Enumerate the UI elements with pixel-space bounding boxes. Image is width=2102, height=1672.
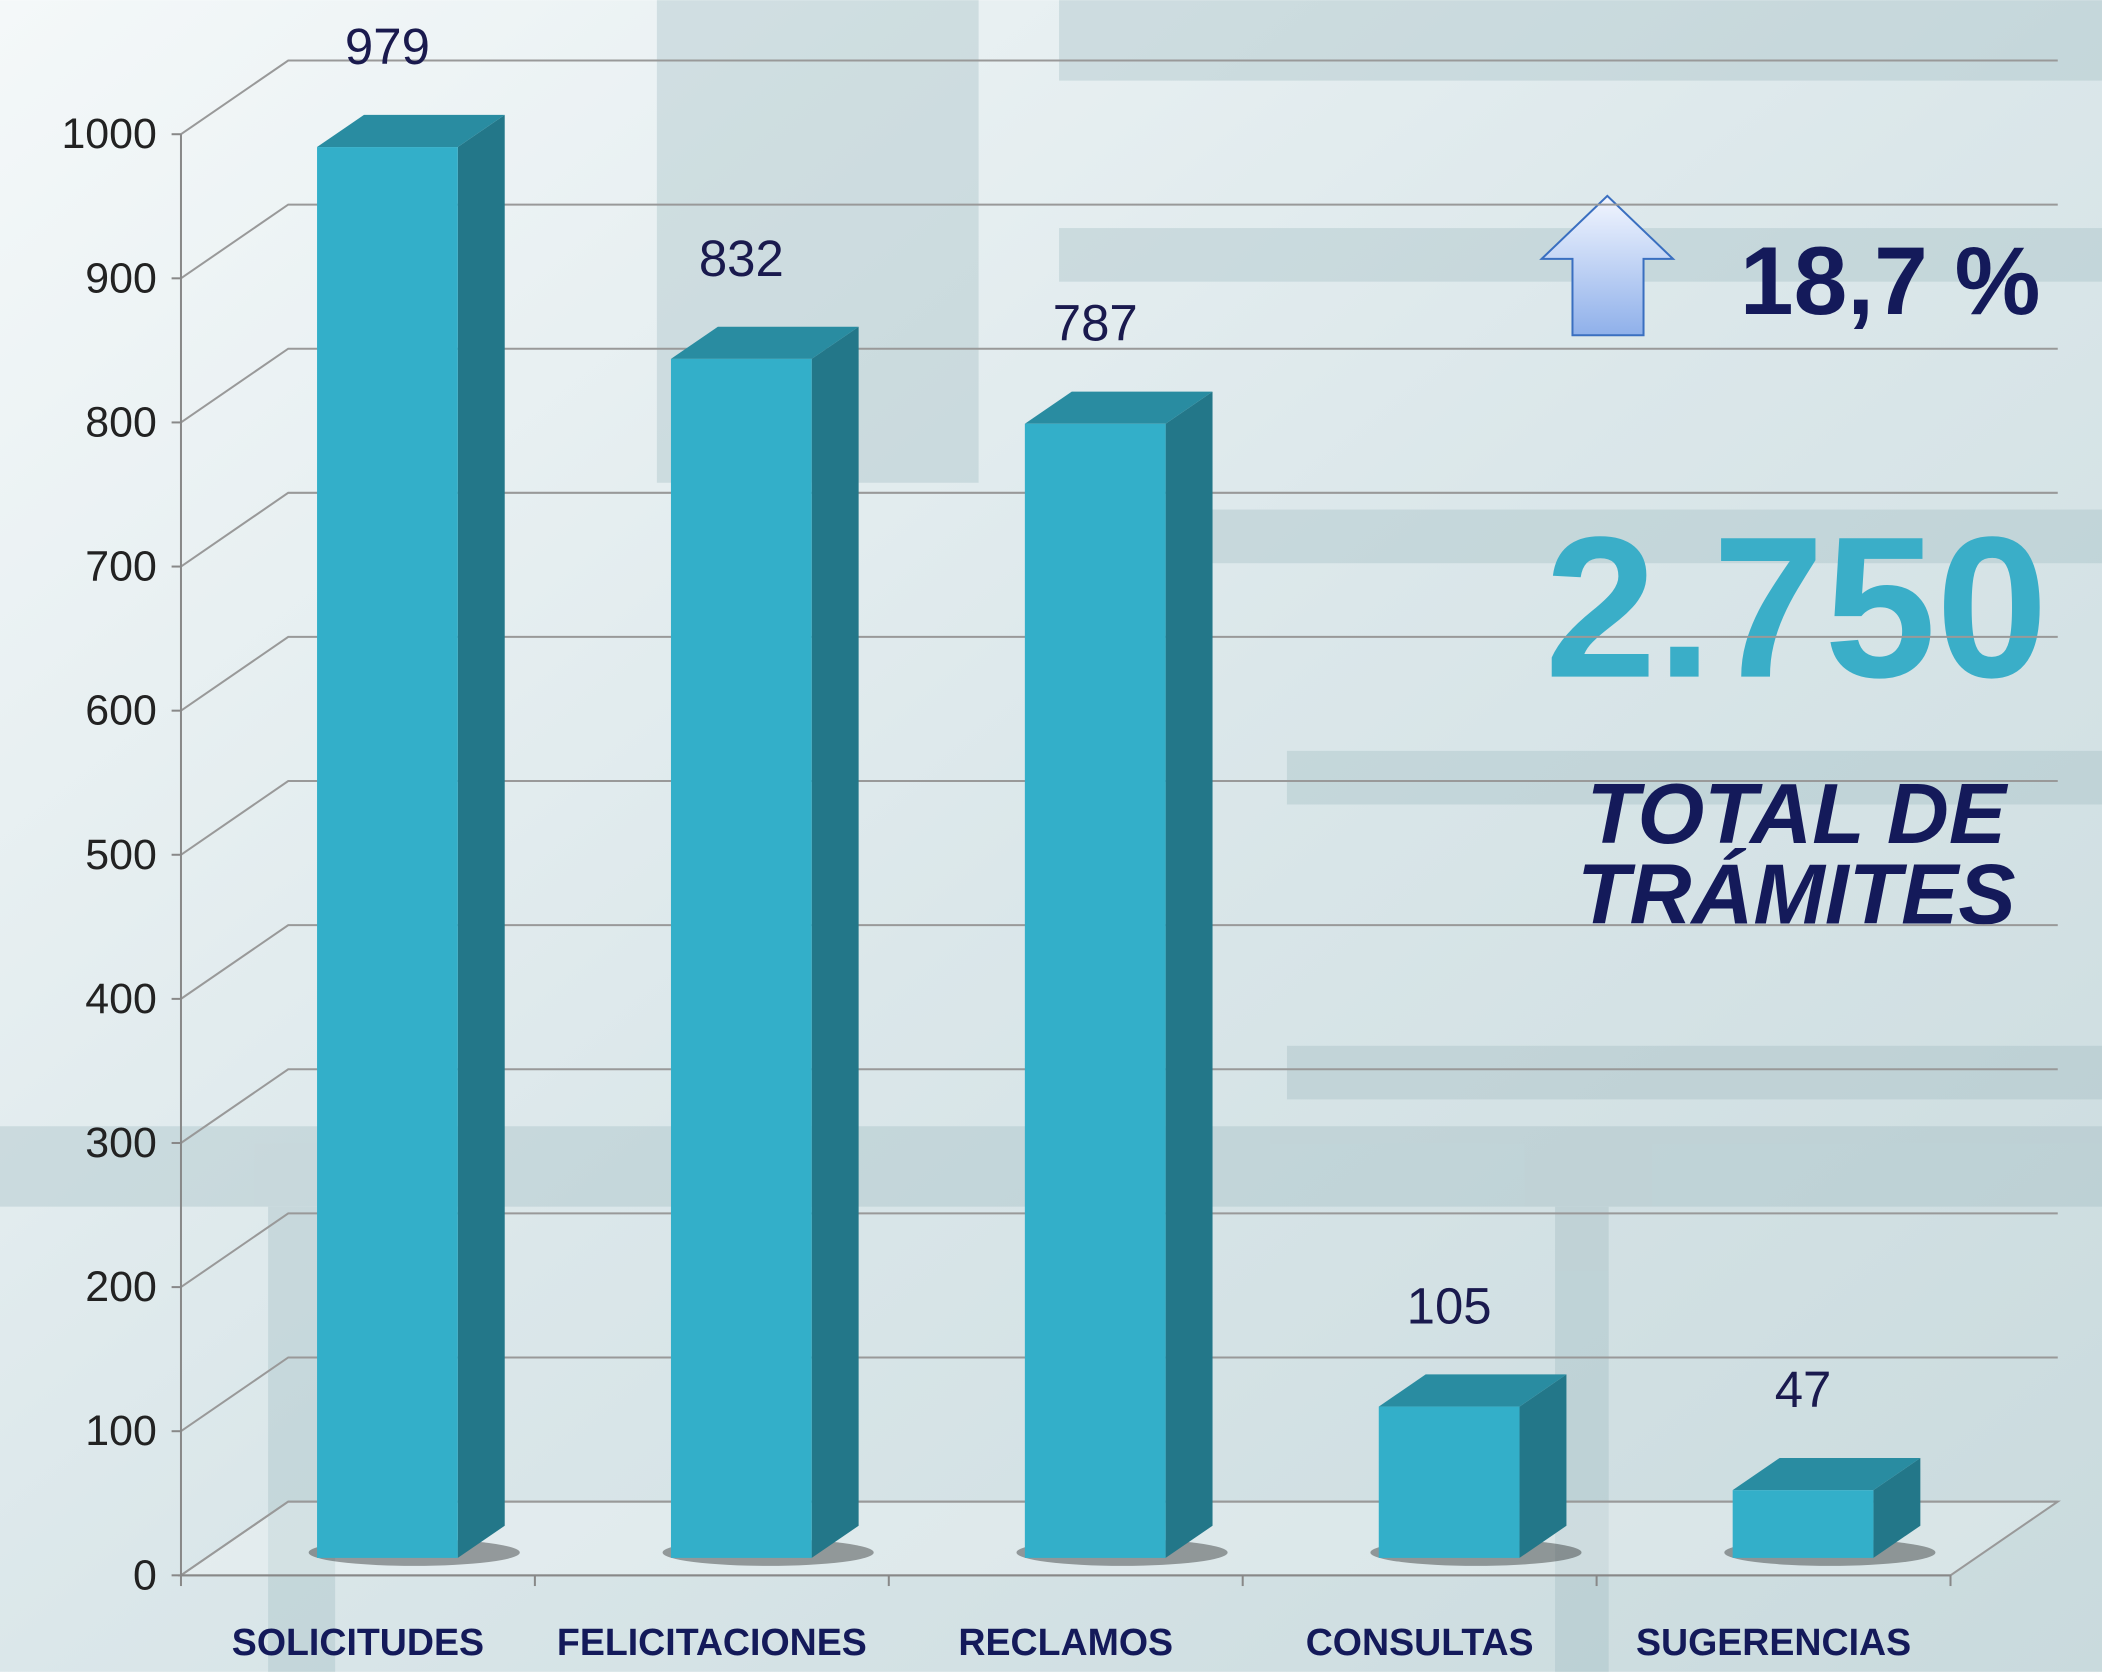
total-label: TRÁMITES (1577, 847, 2015, 943)
bar (670, 358, 812, 1558)
bar-side (457, 114, 505, 1558)
grid-line (180, 491, 2058, 568)
x-tick-label: CONSULTAS (1306, 1621, 1534, 1663)
bar-top (1378, 1374, 1567, 1407)
grid-line (180, 1212, 2058, 1288)
bar (1732, 1490, 1874, 1558)
x-tick-label: SOLICITUDES (232, 1621, 484, 1663)
value-label: 979 (345, 18, 430, 75)
y-tick-label: 100 (85, 1407, 157, 1455)
y-tick-label: 900 (85, 254, 157, 302)
grid-line (180, 1356, 2058, 1433)
value-label: 105 (1407, 1278, 1492, 1335)
grid-line (180, 924, 2058, 1000)
value-label: 47 (1775, 1361, 1832, 1418)
x-tick-label: RECLAMOS (958, 1621, 1173, 1663)
bar (1024, 423, 1166, 1558)
bar-top (1732, 1457, 1921, 1491)
change-annotation: 18,7 % (1740, 228, 2040, 335)
y-tick-label: 500 (85, 831, 157, 879)
grid-line (180, 780, 2058, 856)
grid-line (180, 203, 2058, 280)
total-label: TOTAL DE (1587, 766, 2009, 862)
y-tick-label: 200 (85, 1263, 157, 1311)
y-tick-label: 400 (85, 975, 157, 1023)
y-tick-label: 1000 (61, 110, 156, 158)
bar-top (317, 114, 505, 148)
bar-side (811, 326, 859, 1558)
value-label: 787 (1053, 295, 1138, 352)
bar-side (1519, 1374, 1567, 1558)
grid-line (180, 1068, 2058, 1144)
bar-side (1873, 1457, 1921, 1558)
y-tick-label: 700 (85, 543, 157, 591)
y-tick-label: 0 (133, 1551, 157, 1599)
bar-top (1024, 391, 1213, 424)
y-tick-label: 300 (85, 1119, 157, 1167)
x-tick-label: FELICITACIONES (557, 1621, 867, 1663)
grid-line (180, 347, 2058, 424)
total-annotation: 2.750 (1545, 495, 2048, 720)
value-label: 832 (699, 230, 784, 287)
bar (1378, 1406, 1520, 1558)
grid-line (180, 59, 2058, 136)
bar-top (670, 326, 859, 359)
bar-side (1165, 391, 1213, 1558)
x-tick-label: SUGERENCIAS (1636, 1621, 1911, 1663)
y-tick-label: 600 (85, 687, 157, 735)
y-tick-label: 800 (85, 398, 157, 446)
up-arrow (1539, 194, 1676, 337)
grid-line (180, 635, 2058, 712)
bar (317, 147, 458, 1558)
plot: 0 100 200 300 400 500 600 700 800 900 1000 SOLICITU… (61, 18, 2061, 1663)
